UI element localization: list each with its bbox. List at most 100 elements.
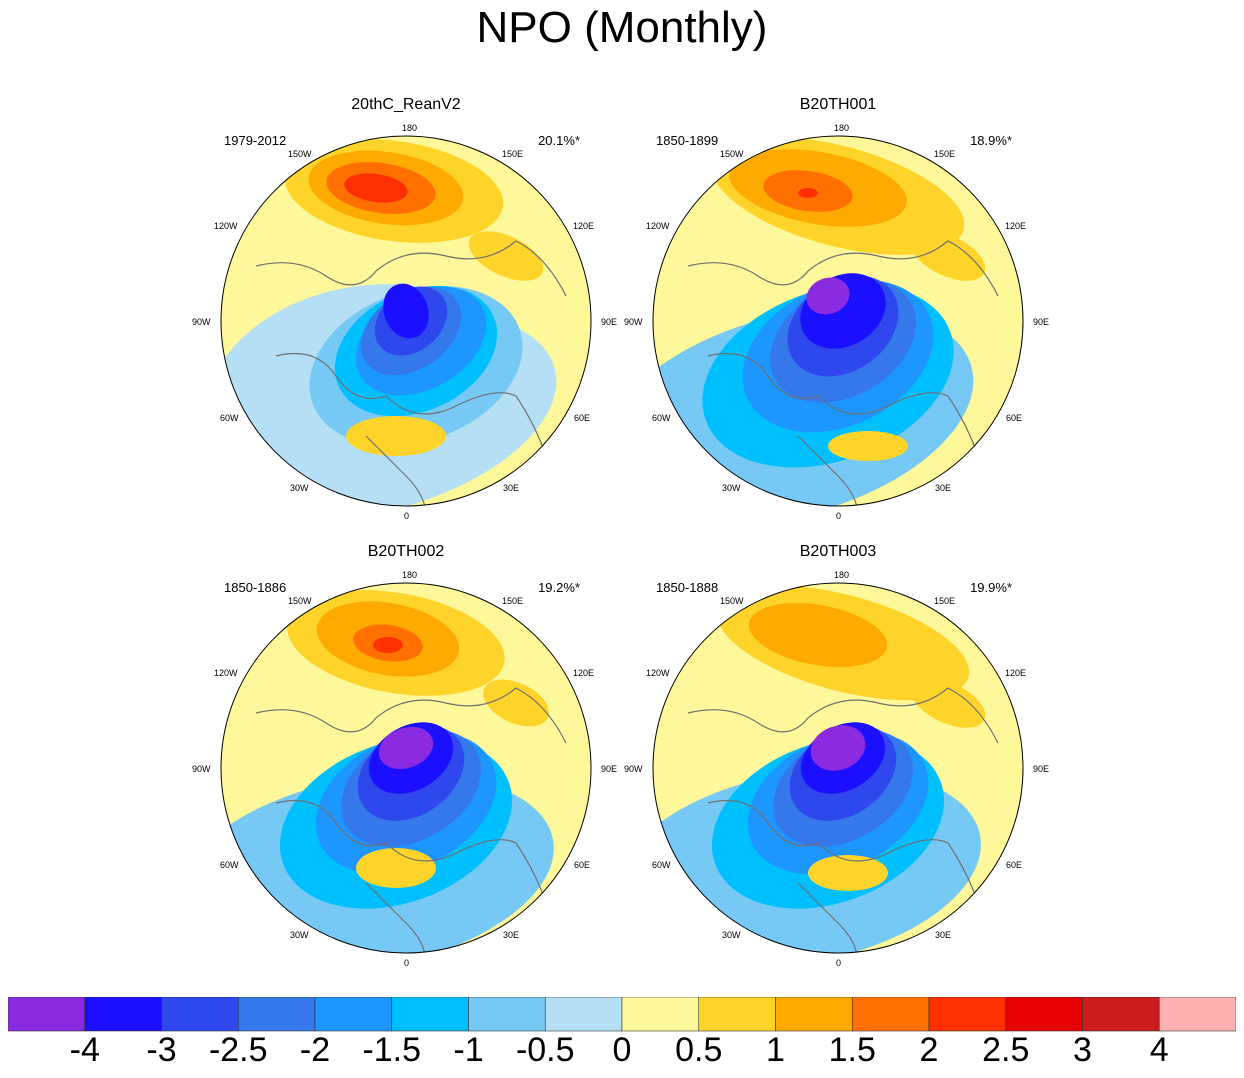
map-border [220,135,592,507]
longitude-label: 30W [722,930,741,940]
longitude-label: 120W [646,221,670,231]
longitude-label: 150W [288,149,312,159]
contour-region [468,231,544,281]
colorbar-label: -1.5 [362,1031,422,1069]
contour-region [344,173,408,203]
longitude-label: 90E [601,764,618,774]
main-title: NPO (Monthly) [476,3,768,52]
longitude-label: 30E [935,930,952,940]
longitude-label: 0 [404,958,410,968]
longitude-label: 120E [573,221,595,231]
longitude-label: 60E [574,860,591,870]
colorbar-box [8,997,86,1032]
polar-map [652,582,1024,954]
longitude-label: 150W [720,596,744,606]
longitude-label: 0 [404,511,410,521]
longitude-label: 90E [601,317,618,327]
longitude-label: 30E [503,483,520,493]
contour-region [383,283,429,339]
contour-region [808,855,888,891]
colorbar-label: 1.5 [828,1031,876,1069]
longitude-label: 90W [192,764,211,774]
longitude-label: 60W [220,413,239,423]
colorbar-label: 4 [1149,1031,1169,1069]
polar-map [220,582,592,954]
longitude-label: 150E [934,149,956,159]
colorbar-label: -3 [146,1031,177,1069]
contour-region [798,188,818,198]
colorbar-box [161,997,239,1032]
colorbar-box [1158,997,1236,1032]
longitude-label: 60W [652,413,671,423]
longitude-label: 90E [1033,317,1050,327]
panel-variance: 19.9%* [970,580,1012,595]
colorbar-label: 0.5 [675,1031,723,1069]
map-border [220,582,592,954]
longitude-label: 120E [573,668,595,678]
colorbar-label: 2 [919,1031,939,1069]
colorbar-box [775,997,853,1032]
contour-region [828,431,908,461]
colorbar-box [1082,997,1160,1032]
longitude-label: 0 [836,958,842,968]
contour-region [373,637,403,653]
longitude-label: 120W [214,668,238,678]
longitude-label: 150E [502,596,524,606]
longitude-label: 60E [574,413,591,423]
longitude-label: 180 [402,570,418,580]
map-panel: B20TH001 1850-1899 18.9%* 180 0 150W 150E 120W 1… [624,96,1068,526]
colorbar-box [928,997,1007,1032]
longitude-label: 150E [502,149,524,159]
colorbar-box [851,997,930,1032]
longitude-label: 30W [290,483,309,493]
colorbar-label: 2.5 [982,1031,1030,1069]
colorbar-label: -0.5 [515,1031,575,1069]
panel-years: 1850-1899 [656,133,719,148]
longitude-label: 150E [934,596,956,606]
longitude-label: 0 [836,511,842,521]
panel-title: B20TH001 [799,96,877,113]
panel-title: B20TH003 [799,543,877,560]
colorbar-box [314,997,393,1032]
longitude-label: 180 [834,570,850,580]
panel-variance: 18.9%* [970,133,1012,148]
longitude-label: 90W [624,764,643,774]
longitude-label: 150W [720,149,744,159]
longitude-label: 90W [192,317,211,327]
contour-region [356,848,436,888]
colorbar-box [84,997,162,1032]
longitude-label: 120E [1005,221,1027,231]
longitude-label: 180 [834,123,850,133]
colorbar-label: -2 [299,1031,331,1069]
colorbar-box [544,997,623,1032]
map-panel: B20TH002 1850-1886 19.2%* 180 0 150W 150E 120W 1… [192,543,636,973]
map-border [652,582,1024,954]
contour-region [910,231,986,281]
colorbar-box [698,997,776,1032]
contour-region [378,726,434,770]
panel-title: B20TH002 [367,543,445,560]
longitude-label: 60E [1006,860,1023,870]
longitude-label: 60E [1006,413,1023,423]
map-border [652,135,1024,507]
longitude-label: 60W [220,860,239,870]
contour-region [810,725,866,771]
panel-title: 20thC_ReanV2 [351,96,461,113]
longitude-label: 30W [722,483,741,493]
panel-years: 1979-2012 [224,133,287,148]
panel-variance: 19.2%* [538,580,580,595]
colorbar-box [391,997,469,1032]
longitude-label: 30W [290,930,309,940]
contour-region [910,678,986,728]
longitude-label: 90E [1033,764,1050,774]
polar-map [220,135,592,507]
longitude-label: 120W [214,221,238,231]
panel-variance: 20.1%* [538,133,580,148]
panel-years: 1850-1886 [224,580,287,595]
contour-region [483,679,549,727]
longitude-label: 150W [288,596,312,606]
longitude-label: 180 [402,123,418,133]
colorbar-label: 1 [766,1031,785,1069]
colorbar-box [237,997,316,1032]
contour-region [806,277,850,315]
